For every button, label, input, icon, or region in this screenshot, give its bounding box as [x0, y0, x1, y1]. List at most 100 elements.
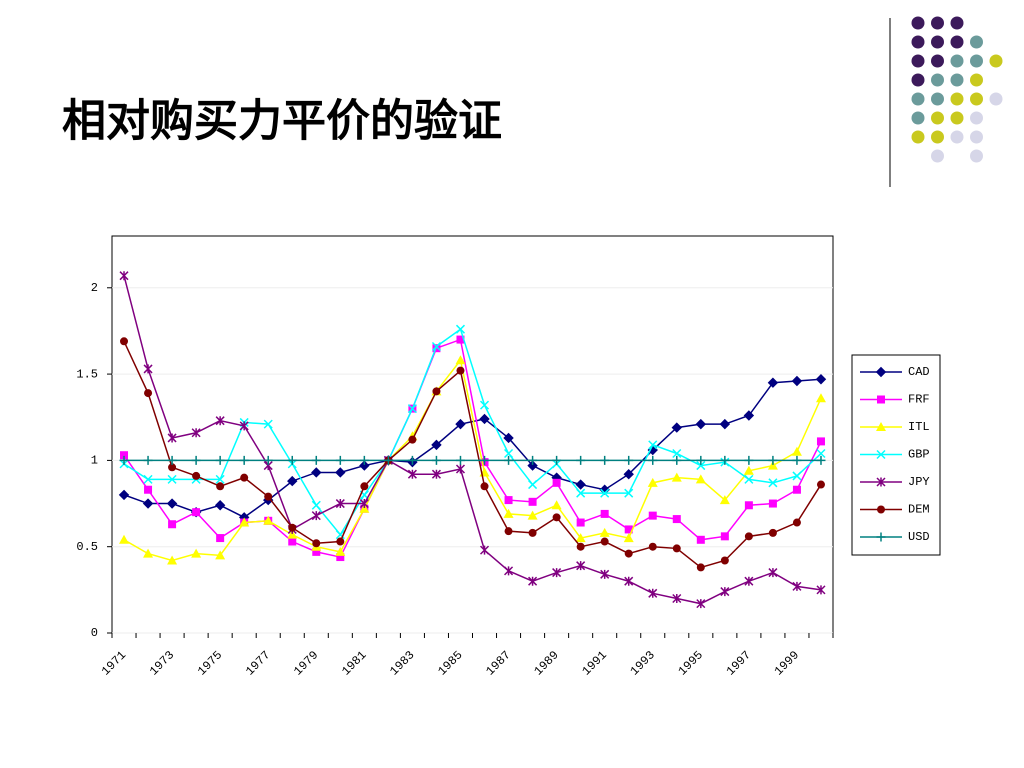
marker: [167, 455, 177, 465]
marker: [648, 455, 658, 465]
marker: [672, 448, 682, 459]
marker: [624, 455, 634, 465]
marker: [263, 515, 274, 525]
marker: [875, 366, 887, 378]
legend-label: USD: [908, 530, 930, 544]
series-line: [123, 275, 822, 605]
marker: [335, 530, 345, 540]
marker: [528, 497, 537, 506]
marker: [359, 460, 370, 471]
marker: [552, 568, 562, 578]
marker: [768, 478, 778, 488]
marker: [719, 418, 731, 430]
marker: [118, 489, 130, 501]
marker: [239, 421, 249, 431]
marker: [144, 485, 153, 494]
dot: [931, 92, 944, 106]
marker: [239, 517, 250, 527]
marker: [359, 503, 370, 513]
marker: [192, 471, 201, 480]
marker: [143, 548, 154, 558]
marker: [599, 527, 610, 537]
marker: [408, 435, 417, 444]
dot: [970, 111, 983, 125]
marker: [576, 561, 586, 571]
marker: [359, 455, 369, 465]
marker: [648, 440, 658, 450]
dot: [911, 111, 925, 125]
marker: [191, 455, 201, 465]
marker: [743, 465, 754, 475]
marker: [768, 528, 777, 537]
dot: [970, 73, 983, 87]
decoration: [911, 16, 1003, 163]
marker: [648, 588, 658, 598]
marker: [168, 520, 177, 529]
marker: [767, 460, 778, 470]
marker: [816, 480, 825, 489]
dot: [911, 92, 925, 106]
marker: [360, 482, 369, 491]
marker: [719, 495, 730, 505]
y-tick-label: 0.5: [76, 540, 98, 554]
marker: [791, 375, 803, 387]
marker: [528, 576, 538, 586]
dot: [911, 73, 925, 87]
marker: [792, 455, 802, 465]
marker: [815, 374, 827, 385]
marker: [647, 477, 658, 487]
dot: [970, 54, 983, 68]
marker: [744, 532, 753, 541]
marker: [672, 455, 682, 465]
marker: [815, 393, 826, 403]
marker: [311, 455, 321, 465]
marker: [671, 472, 682, 482]
marker: [455, 324, 466, 334]
dot: [911, 130, 925, 144]
marker: [167, 474, 177, 484]
legend-label: ITL: [908, 420, 930, 434]
marker: [816, 437, 825, 446]
marker: [696, 461, 706, 471]
marker: [696, 455, 706, 465]
marker: [119, 455, 129, 465]
marker: [695, 474, 706, 484]
legend-label: FRF: [908, 393, 930, 407]
marker: [504, 496, 513, 505]
marker: [743, 410, 755, 421]
marker: [720, 455, 730, 465]
marker: [167, 555, 178, 565]
marker: [720, 556, 729, 565]
marker: [623, 533, 634, 543]
dot: [970, 35, 983, 49]
marker: [503, 432, 514, 444]
marker: [527, 460, 538, 471]
marker: [768, 455, 778, 465]
marker: [624, 576, 634, 586]
dot: [931, 130, 944, 144]
y-tick-label: 1: [91, 454, 98, 468]
marker: [287, 529, 298, 539]
marker: [696, 535, 705, 544]
marker: [877, 505, 885, 514]
marker: [455, 355, 466, 365]
marker: [287, 455, 297, 465]
marker: [143, 474, 153, 484]
marker: [142, 498, 154, 509]
marker: [144, 389, 153, 398]
marker: [648, 542, 657, 551]
dot: [931, 111, 944, 125]
marker: [216, 534, 225, 543]
marker: [648, 511, 657, 520]
marker: [876, 477, 886, 487]
marker: [263, 419, 273, 429]
marker: [672, 544, 681, 553]
marker: [431, 341, 441, 352]
y-tick-label: 2: [91, 281, 98, 295]
marker: [876, 532, 886, 542]
marker: [767, 377, 779, 388]
marker: [600, 509, 609, 518]
marker: [576, 488, 586, 498]
marker: [576, 518, 585, 527]
legend-label: DEM: [908, 503, 930, 517]
